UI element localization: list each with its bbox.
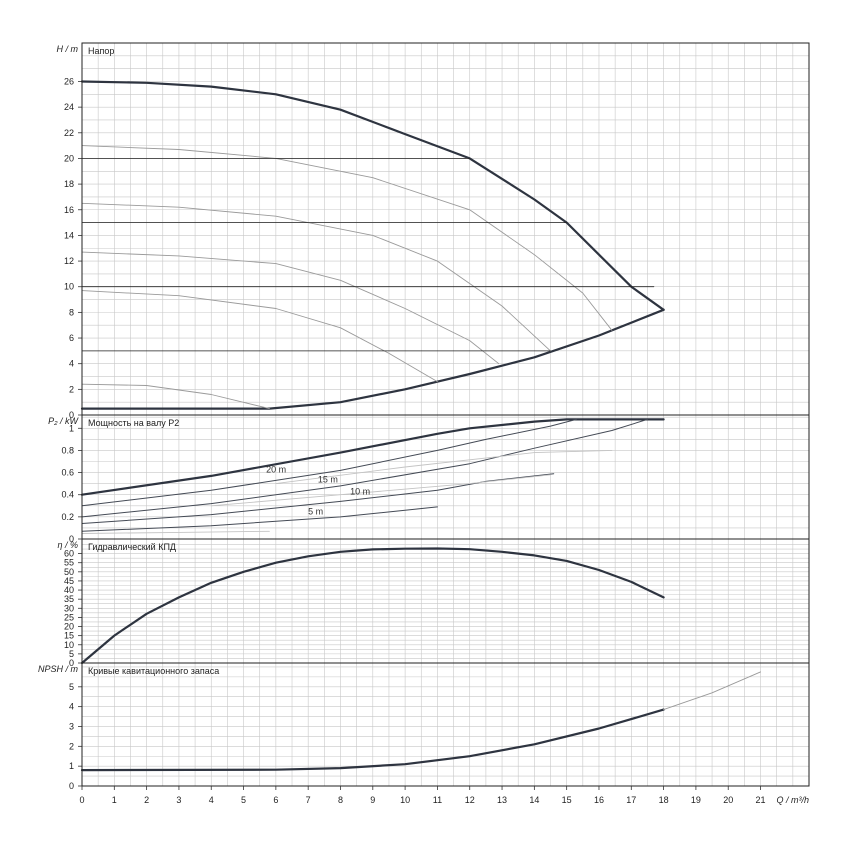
x-tick-label: 3 — [176, 795, 181, 805]
power-curve-6 — [210, 474, 551, 507]
x-tick-label: 0 — [79, 795, 84, 805]
eff-ytick-label: 30 — [64, 603, 74, 613]
head-ytick-label: 10 — [64, 282, 74, 292]
head-curve-0 — [80, 80, 665, 311]
x-tick-label: 5 — [241, 795, 246, 805]
eff-ytick-label: 10 — [64, 640, 74, 650]
head-ytick-label: 4 — [69, 359, 74, 369]
eff-ytick-label: 45 — [64, 576, 74, 586]
power-curve-annotation: 5 m — [308, 507, 323, 517]
head-curve-5 — [81, 290, 438, 383]
power-curve-5 — [275, 449, 613, 485]
x-tick-label: 2 — [144, 795, 149, 805]
power-curve-2 — [81, 418, 648, 518]
x-tick-label: 9 — [370, 795, 375, 805]
x-tick-label: 10 — [400, 795, 410, 805]
npsh-ytick-label: 5 — [69, 682, 74, 692]
head-ytick-label: 0 — [69, 410, 74, 420]
head-curve-2 — [81, 145, 613, 331]
power-curve-7 — [81, 530, 270, 534]
x-axis-label: Q / m³/h — [776, 795, 809, 805]
head-ytick-label: 12 — [64, 256, 74, 266]
head-ytick-label: 8 — [69, 307, 74, 317]
npsh-ytick-label: 1 — [69, 761, 74, 771]
eff-ytick-label: 60 — [64, 549, 74, 559]
x-tick-label: 11 — [433, 795, 442, 805]
npsh-curve-0 — [80, 708, 665, 772]
power-curve-4 — [81, 506, 438, 532]
eff-ytick-label: 15 — [64, 631, 74, 641]
npsh-ytick-label: 0 — [69, 781, 74, 791]
head-ytick-label: 26 — [64, 76, 74, 86]
power-curve-annotation: 10 m — [350, 487, 370, 497]
x-tick-label: 8 — [338, 795, 343, 805]
power-axis-label: P₂ / kW — [48, 416, 79, 426]
power-ytick-label: 0.6 — [61, 468, 74, 478]
npsh-panel-title: Кривые кавитационного запаса — [88, 666, 219, 676]
head-panel-title: Напор — [88, 46, 114, 56]
power-ytick-label: 0.8 — [61, 445, 74, 455]
x-tick-label: 1 — [112, 795, 117, 805]
x-tick-label: 18 — [659, 795, 669, 805]
x-tick-label: 15 — [562, 795, 572, 805]
frame-layer — [78, 42, 810, 790]
head-ytick-label: 14 — [64, 230, 74, 240]
npsh-ytick-label: 3 — [69, 721, 74, 731]
power-ytick-label: 1 — [69, 423, 74, 433]
eff-ytick-label: 35 — [64, 594, 74, 604]
eff-ytick-label: 50 — [64, 567, 74, 577]
power-curve-annotation: 15 m — [318, 475, 338, 485]
head-ytick-label: 24 — [64, 102, 74, 112]
power-curve-annotation: 20 m — [266, 465, 286, 475]
eff-ytick-label: 20 — [64, 622, 74, 632]
eff-panel-title: Гидравлический КПД — [88, 542, 176, 552]
head-ytick-label: 16 — [64, 205, 74, 215]
head-ytick-label: 6 — [69, 333, 74, 343]
x-tick-label: 4 — [209, 795, 214, 805]
power-ytick-label: 0 — [69, 534, 74, 544]
eff-ytick-label: 5 — [69, 649, 74, 659]
head-axis-label: H / m — [57, 44, 79, 54]
x-tick-label: 13 — [497, 795, 507, 805]
head-ytick-label: 18 — [64, 179, 74, 189]
x-tick-label: 17 — [626, 795, 636, 805]
x-tick-label: 20 — [723, 795, 733, 805]
x-tick-label: 14 — [529, 795, 539, 805]
power-curve-3 — [81, 473, 555, 524]
eff-panel-frame — [81, 538, 810, 664]
eff-ytick-label: 25 — [64, 612, 74, 622]
head-ytick-label: 22 — [64, 128, 74, 138]
power-panel-title: Мощность на валу P2 — [88, 418, 179, 428]
eff-ytick-label: 40 — [64, 585, 74, 595]
power-ytick-label: 0.4 — [61, 490, 74, 500]
head-ytick-label: 2 — [69, 384, 74, 394]
head-panel-frame — [81, 42, 810, 416]
x-tick-label: 16 — [594, 795, 604, 805]
x-tick-label: 12 — [465, 795, 475, 805]
npsh-ytick-label: 2 — [69, 741, 74, 751]
npsh-curve-1 — [663, 671, 761, 711]
npsh-panel-frame — [81, 662, 810, 787]
x-tick-label: 21 — [756, 795, 766, 805]
eff-ytick-label: 0 — [69, 658, 74, 668]
eff-curve-0 — [80, 547, 665, 665]
head-curve-3 — [81, 202, 551, 352]
eff-axis-label: η / % — [57, 540, 78, 550]
npsh-axis-label: NPSH / m — [38, 664, 79, 674]
series-layer — [80, 80, 761, 772]
x-tick-label: 7 — [306, 795, 311, 805]
x-tick-label: 19 — [691, 795, 701, 805]
head-ytick-label: 20 — [64, 153, 74, 163]
x-tick-label: 6 — [273, 795, 278, 805]
power-panel-frame — [81, 414, 810, 540]
eff-ytick-label: 55 — [64, 558, 74, 568]
power-curve-1 — [81, 418, 577, 507]
head-curve-4 — [81, 251, 500, 365]
head-curve-6 — [81, 383, 270, 410]
npsh-ytick-label: 4 — [69, 702, 74, 712]
power-curve-0 — [80, 418, 665, 496]
power-ytick-label: 0.2 — [61, 512, 74, 522]
